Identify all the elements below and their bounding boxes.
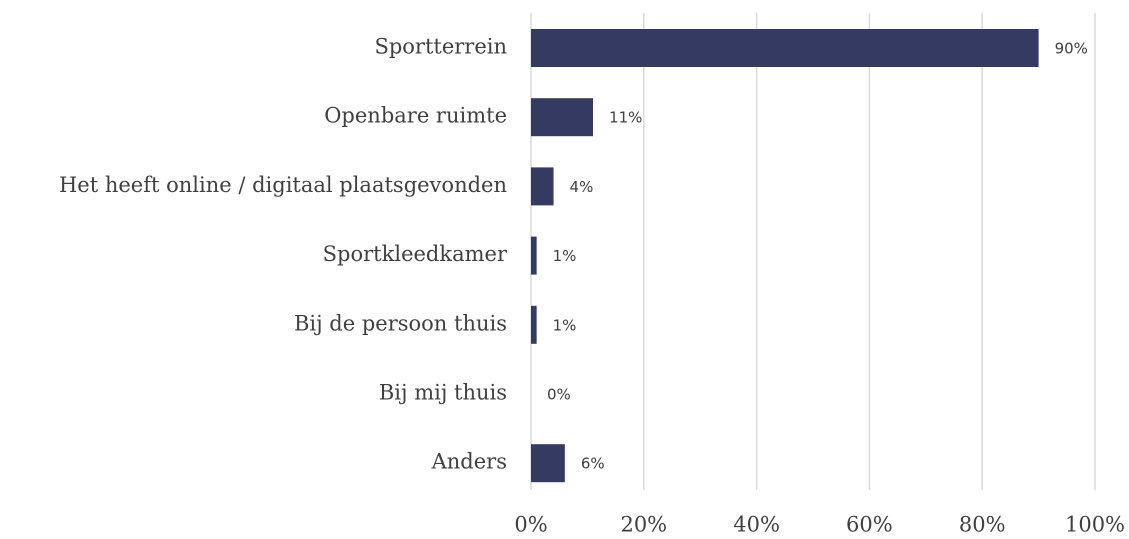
bar xyxy=(531,29,1039,67)
bar xyxy=(531,236,537,275)
data-label: 1% xyxy=(553,316,577,334)
bar xyxy=(531,167,554,206)
data-label: 0% xyxy=(547,386,571,404)
x-tick-label: 20% xyxy=(620,513,667,537)
y-tick-label: Openbare ruimte xyxy=(324,104,507,128)
x-tick-label: 100% xyxy=(1065,513,1125,537)
x-tick-label: 60% xyxy=(846,513,893,537)
data-label: 90% xyxy=(1055,40,1088,58)
x-tick-label: 40% xyxy=(733,513,780,537)
y-tick-label: Sportterrein xyxy=(374,35,507,59)
data-label: 6% xyxy=(581,455,605,473)
data-label: 11% xyxy=(609,109,642,127)
y-tick-label: Bij mij thuis xyxy=(379,381,507,405)
data-label: 1% xyxy=(553,247,577,265)
bar xyxy=(531,305,537,344)
bar xyxy=(531,444,565,483)
data-label: 4% xyxy=(570,178,594,196)
y-tick-label: Anders xyxy=(431,450,507,474)
y-tick-label: Het heeft online / digitaal plaatsgevond… xyxy=(59,173,507,197)
x-tick-label: 0% xyxy=(514,513,547,537)
bar xyxy=(531,98,594,137)
y-tick-label: Bij de persoon thuis xyxy=(294,311,507,335)
y-tick-label: Sportkleedkamer xyxy=(323,242,508,266)
x-tick-label: 80% xyxy=(959,513,1006,537)
